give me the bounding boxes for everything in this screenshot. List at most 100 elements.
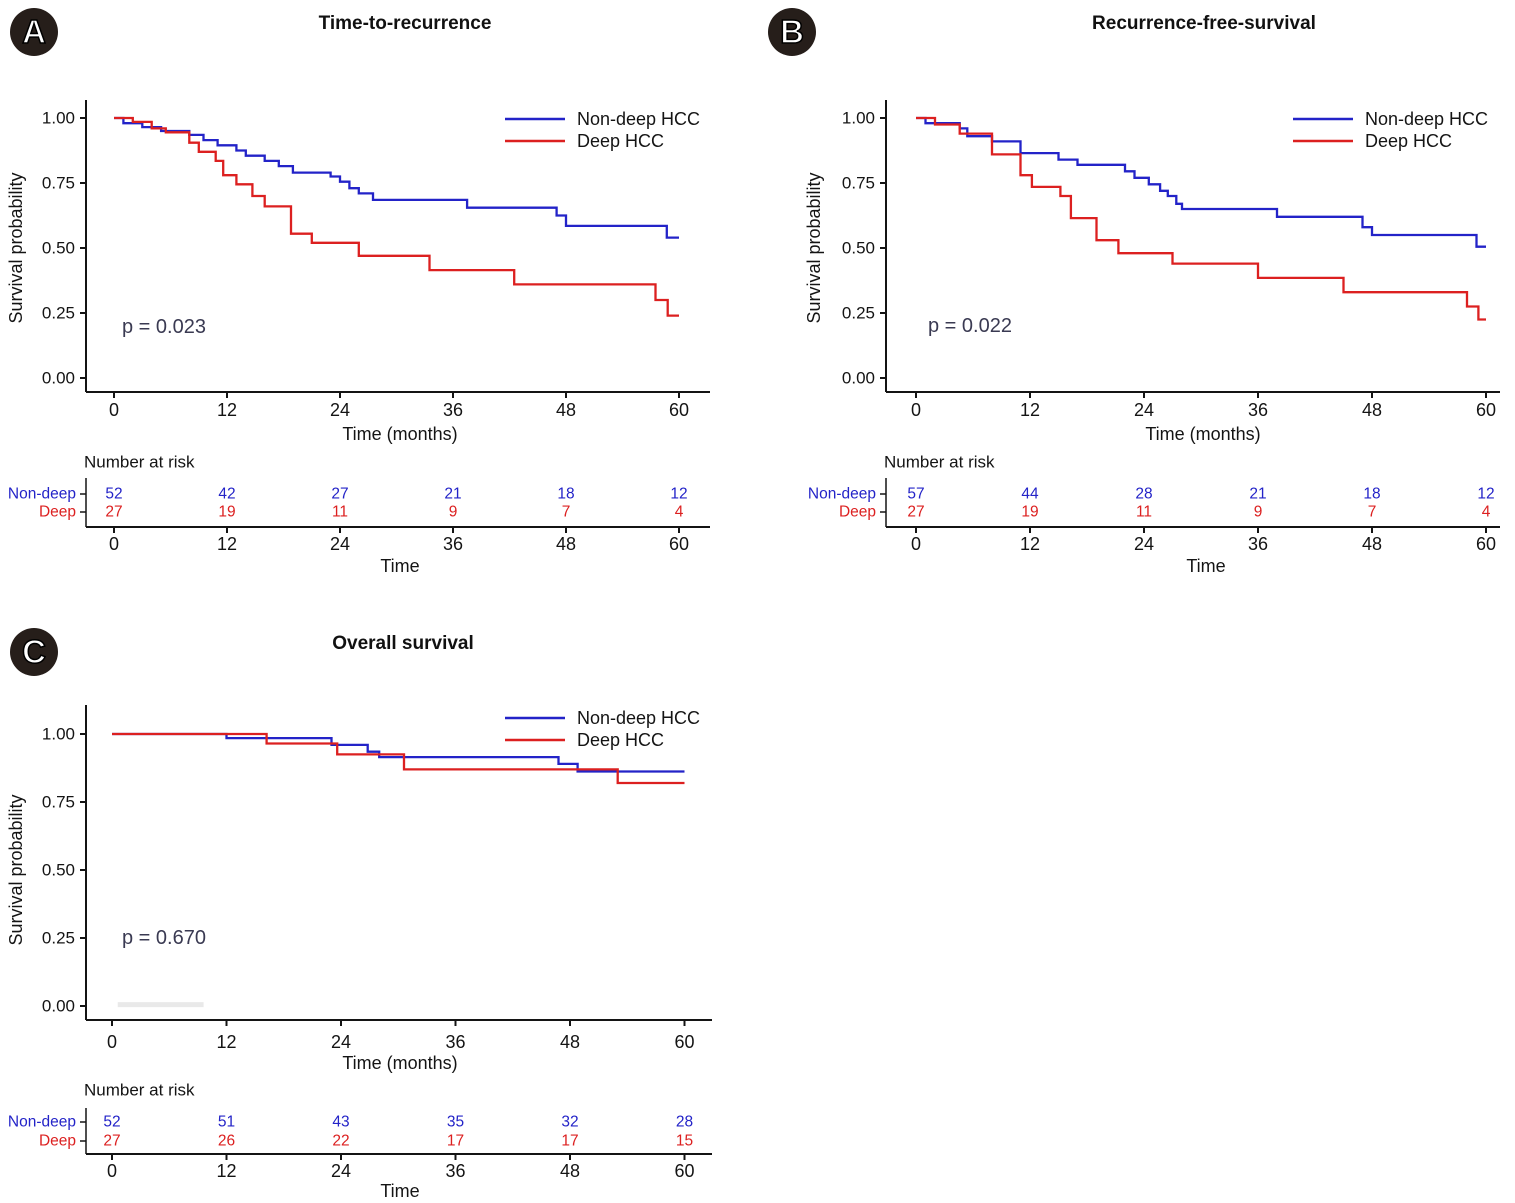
legend-label-deep-hcc: Deep HCC — [1365, 131, 1452, 151]
risk-x-tick-label: 12 — [217, 534, 237, 554]
x-tick-label: 0 — [107, 1032, 117, 1052]
km-curve-non-deep-hcc — [114, 116, 679, 239]
y-tick-label: 1.00 — [842, 109, 875, 128]
risk-count: 21 — [1249, 486, 1266, 503]
risk-count: 22 — [332, 1133, 349, 1150]
x-tick-label: 36 — [443, 400, 463, 420]
risk-x-tick-label: 12 — [216, 1161, 236, 1181]
risk-x-tick-label: 12 — [1020, 534, 1040, 554]
km-curve-deep-hcc — [114, 116, 679, 317]
risk-count: 26 — [218, 1133, 235, 1150]
p-value-label: p = 0.022 — [928, 315, 1012, 337]
x-tick-label: 48 — [1362, 400, 1382, 420]
y-tick-label: 0.25 — [42, 304, 75, 323]
risk-x-tick-label: 48 — [556, 534, 576, 554]
x-tick-label: 60 — [1476, 400, 1496, 420]
risk-count: 12 — [670, 486, 687, 503]
risk-count: 21 — [444, 486, 461, 503]
panel-overall-survival: C Overall survival 1.00 0.75 0.50 0.25 0.00 0… — [0, 620, 757, 1203]
risk-x-tick-label: 48 — [1362, 534, 1382, 554]
y-tick-label: 0.00 — [842, 369, 875, 388]
x-tick-label: 12 — [1020, 400, 1040, 420]
risk-count: 43 — [332, 1114, 349, 1131]
km-chart-overall-survival: 1.00 0.75 0.50 0.25 0.00 0 12 24 36 48 60 Time (mon… — [6, 705, 712, 1201]
risk-count: 28 — [1135, 486, 1152, 503]
km-chart-recurrence-free-survival: 1.00 0.75 0.50 0.25 0.00 0 12 24 36 48 60 Time (mon… — [804, 100, 1500, 576]
y-axis-title: Survival probability — [6, 794, 26, 945]
risk-count: 11 — [332, 504, 348, 521]
risk-row-label-non-deep: Non-deep — [808, 486, 876, 503]
risk-count: 9 — [449, 504, 458, 521]
y-tick-label: 0.75 — [42, 793, 75, 812]
y-axis-title: Survival probability — [804, 172, 824, 323]
y-tick-label: 0.75 — [842, 174, 875, 193]
y-tick-label: 0.00 — [42, 369, 75, 388]
risk-count: 12 — [1477, 486, 1494, 503]
legend-label-deep-hcc: Deep HCC — [577, 730, 664, 750]
risk-table-header: Number at risk — [84, 453, 195, 472]
risk-x-tick-label: 60 — [669, 534, 689, 554]
km-curve-non-deep-hcc — [916, 116, 1486, 248]
panel-badge-b: B — [768, 8, 816, 56]
risk-x-axis-title: Time — [1186, 556, 1225, 576]
legend-label-non-deep-hcc: Non-deep HCC — [577, 708, 700, 728]
risk-count: 9 — [1254, 504, 1263, 521]
risk-x-tick-label: 24 — [331, 1161, 351, 1181]
x-tick-label: 60 — [669, 400, 689, 420]
risk-row-label-non-deep: Non-deep — [8, 1114, 76, 1131]
risk-row-label-non-deep: Non-deep — [8, 486, 76, 503]
x-axis-title: Time (months) — [1145, 424, 1260, 444]
y-tick-label: 0.50 — [42, 861, 75, 880]
x-axis-title: Time (months) — [342, 1053, 457, 1073]
y-axis-title: Survival probability — [6, 172, 26, 323]
panel-title-time-to-recurrence: Time-to-recurrence — [318, 13, 492, 34]
risk-x-tick-label: 36 — [1248, 534, 1268, 554]
y-tick-label: 0.25 — [42, 929, 75, 948]
risk-count: 4 — [675, 504, 684, 521]
y-tick-label: 1.00 — [42, 725, 75, 744]
risk-count: 15 — [676, 1133, 693, 1150]
risk-x-tick-label: 0 — [109, 534, 119, 554]
y-tick-label: 0.25 — [842, 304, 875, 323]
risk-count: 4 — [1482, 504, 1491, 521]
risk-row-label-deep: Deep — [39, 1133, 76, 1150]
x-tick-label: 12 — [217, 400, 237, 420]
p-value-label: p = 0.670 — [122, 927, 206, 949]
y-tick-label: 0.00 — [42, 997, 75, 1016]
risk-count: 19 — [1021, 504, 1038, 521]
risk-table-header: Number at risk — [884, 453, 995, 472]
risk-count: 7 — [1368, 504, 1377, 521]
y-tick-label: 1.00 — [42, 109, 75, 128]
x-tick-label: 48 — [560, 1032, 580, 1052]
risk-count: 19 — [218, 504, 235, 521]
legend-label-deep-hcc: Deep HCC — [577, 131, 664, 151]
x-tick-label: 36 — [445, 1032, 465, 1052]
risk-count: 18 — [557, 486, 574, 503]
x-tick-label: 0 — [109, 400, 119, 420]
risk-x-tick-label: 60 — [1476, 534, 1496, 554]
km-chart-time-to-recurrence: 1.00 0.75 0.50 0.25 0.00 0 12 24 36 48 60 Time (mon… — [6, 100, 710, 576]
x-tick-label: 24 — [1134, 400, 1154, 420]
km-curve-deep-hcc — [112, 732, 685, 785]
x-tick-label: 12 — [216, 1032, 236, 1052]
risk-count: 52 — [103, 1114, 120, 1131]
panel-recurrence-free-survival: B Recurrence-free-survival 1.00 0.75 0.50 0… — [758, 0, 1515, 610]
risk-count: 7 — [562, 504, 571, 521]
y-tick-label: 0.75 — [42, 174, 75, 193]
legend-label-non-deep-hcc: Non-deep HCC — [577, 109, 700, 129]
risk-count: 27 — [331, 486, 348, 503]
risk-x-axis-title: Time — [380, 1181, 419, 1201]
panel-title-recurrence-free-survival: Recurrence-free-survival — [1092, 13, 1316, 34]
risk-count: 17 — [561, 1133, 578, 1150]
x-tick-label: 48 — [556, 400, 576, 420]
risk-count: 17 — [447, 1133, 464, 1150]
risk-count: 11 — [1136, 504, 1152, 521]
risk-row-label-deep: Deep — [839, 504, 876, 521]
y-tick-label: 0.50 — [842, 239, 875, 258]
risk-x-tick-label: 0 — [107, 1161, 117, 1181]
risk-count: 18 — [1363, 486, 1380, 503]
panel-badge-a: A — [10, 8, 58, 56]
risk-count: 57 — [907, 486, 924, 503]
risk-x-tick-label: 36 — [443, 534, 463, 554]
